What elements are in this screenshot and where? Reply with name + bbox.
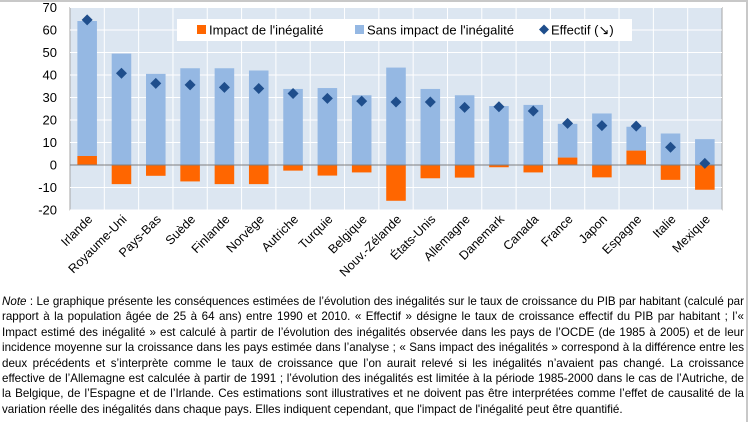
bar-impact xyxy=(626,150,646,165)
effectif-marker xyxy=(596,120,608,132)
effectif-marker xyxy=(665,141,677,153)
y-tick-label: 20 xyxy=(43,113,57,128)
bars xyxy=(77,21,715,201)
x-axis-labels: IrlandeRoyaume-UniPays-BasSuèdeFinlandeN… xyxy=(58,212,713,280)
note-label: Note xyxy=(2,295,27,308)
legend-swatch-impact xyxy=(197,25,206,34)
effectif-marker xyxy=(459,101,471,113)
bar-sans-impact xyxy=(111,53,132,165)
bar-impact xyxy=(283,165,303,171)
y-tick-label: -20 xyxy=(38,203,57,218)
effectif-marker xyxy=(115,67,127,79)
bar-sans-impact xyxy=(592,113,612,165)
y-tick-label: 70 xyxy=(43,0,57,15)
effectif-marker xyxy=(218,81,230,93)
bar-impact xyxy=(386,165,406,201)
bar-sans-impact xyxy=(626,126,646,151)
y-tick-label: 0 xyxy=(50,158,57,173)
legend-diamond-icon xyxy=(539,24,549,35)
bar-impact xyxy=(214,165,235,185)
effectif-marker xyxy=(321,92,333,104)
bar-sans-impact xyxy=(695,139,715,165)
x-tick-label: Norvège xyxy=(224,212,267,255)
effectif-marker xyxy=(184,79,196,91)
bar-impact xyxy=(695,165,715,190)
bar-sans-impact xyxy=(523,104,544,165)
y-tick-label: 50 xyxy=(43,45,57,60)
bar-sans-impact xyxy=(146,73,166,165)
y-tick-label: 40 xyxy=(43,68,57,83)
bar-sans-impact xyxy=(317,88,338,165)
bar-impact xyxy=(489,165,509,168)
effectif-marker xyxy=(493,101,505,113)
legend-label-sans-impact: Sans impact de l'inégalité xyxy=(367,23,514,38)
effectif-marker xyxy=(390,96,402,108)
chart-note: Note : Le graphique présente les conséqu… xyxy=(2,294,744,417)
x-tick-label: Italie xyxy=(650,212,679,241)
y-axis-ticks: 70 60 50 40 30 20 10 0 -10 -20 xyxy=(38,0,57,218)
effectif-marker xyxy=(253,83,265,94)
bar-impact xyxy=(351,165,372,173)
effectif-marker xyxy=(699,157,711,169)
effectif-marker xyxy=(527,105,539,117)
x-tick-label: Autriche xyxy=(259,212,301,254)
bar-sans-impact xyxy=(180,68,200,165)
bar-impact xyxy=(317,165,338,176)
x-tick-label: Canada xyxy=(501,212,542,253)
bar-sans-impact xyxy=(283,88,303,165)
bar-impact xyxy=(454,165,475,178)
bar-impact xyxy=(557,157,578,165)
effectif-marker xyxy=(424,96,436,108)
legend-label-effectif: Effectif (↘) xyxy=(551,23,614,38)
effectif-marker xyxy=(287,87,299,99)
legend-box xyxy=(177,19,632,41)
y-tick-label: 60 xyxy=(43,23,57,38)
bar-sans-impact xyxy=(351,95,372,165)
y-tick-label: 10 xyxy=(43,135,57,150)
bar-impact xyxy=(77,156,97,165)
bar-impact xyxy=(180,165,200,182)
legend: Impact de l'inégalité Sans impact de l'i… xyxy=(177,19,632,41)
effectif-marker xyxy=(150,77,162,89)
y-tick-label: -10 xyxy=(38,180,57,195)
bar-impact xyxy=(592,165,612,178)
bar-impact xyxy=(420,165,441,179)
note-text: : Le graphique présente les conséquences… xyxy=(2,295,744,416)
bar-sans-impact xyxy=(248,70,269,165)
effectif-markers xyxy=(81,14,711,169)
bar-sans-impact xyxy=(454,95,475,165)
effectif-marker xyxy=(81,14,93,26)
effectif-marker xyxy=(630,120,642,132)
x-tick-label: Mexique xyxy=(670,212,713,255)
bar-sans-impact xyxy=(420,88,441,165)
bar-sans-impact xyxy=(557,123,578,158)
effectif-marker xyxy=(562,117,574,129)
bar-sans-impact xyxy=(77,21,97,156)
bar-impact xyxy=(248,165,269,185)
chart: 70 60 50 40 30 20 10 0 -10 -20 IrlandeRoyaume-Uni… xyxy=(38,0,723,280)
y-tick-label: 30 xyxy=(43,90,57,105)
bar-impact xyxy=(523,165,544,173)
bar-impact xyxy=(146,165,166,176)
chart-frame-top-border xyxy=(0,0,748,2)
legend-label-impact: Impact de l'inégalité xyxy=(209,23,324,38)
bar-sans-impact xyxy=(214,68,235,165)
bar-impact xyxy=(111,165,132,185)
effectif-marker xyxy=(356,95,368,107)
legend-swatch-sans-impact xyxy=(355,25,364,34)
x-tick-label: France xyxy=(538,212,575,249)
bar-sans-impact xyxy=(489,106,509,165)
chart-frame-right-border xyxy=(746,0,748,422)
bar-sans-impact xyxy=(386,67,406,165)
bar-impact xyxy=(660,165,681,180)
